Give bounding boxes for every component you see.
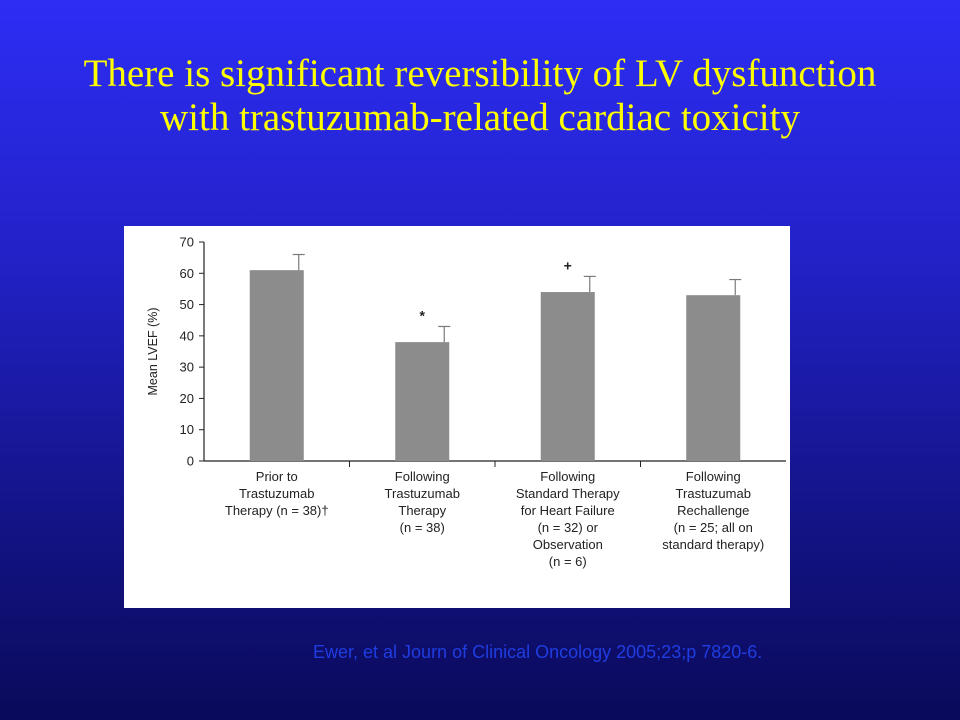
- slide-title: There is significant reversibility of LV…: [83, 52, 877, 139]
- y-tick-label: 10: [180, 422, 194, 437]
- y-tick-label: 30: [180, 360, 194, 375]
- y-tick-label: 50: [180, 297, 194, 312]
- category-label: Trastuzumab: [239, 486, 314, 501]
- bar: [249, 270, 304, 461]
- category-label: Prior to: [256, 469, 298, 484]
- category-label: Following: [395, 469, 450, 484]
- y-tick-label: 20: [180, 391, 194, 406]
- category-label: (n = 32) or: [538, 520, 599, 535]
- category-label: Standard Therapy: [516, 486, 620, 501]
- significance-marker: +: [564, 257, 572, 273]
- category-label: Observation: [533, 537, 603, 552]
- category-label: Therapy: [398, 503, 446, 518]
- category-label: for Heart Failure: [521, 503, 615, 518]
- bar-chart: 0 10 20 30 40 50 60 70 Mean LVEF (%) Prior to Tras…: [146, 235, 786, 569]
- category-label: Following: [540, 469, 595, 484]
- bar: [395, 342, 450, 461]
- category-label: Therapy (n = 38)†: [225, 503, 329, 518]
- category-label: Trastuzumab: [385, 486, 460, 501]
- y-tick-label: 40: [180, 328, 194, 343]
- citation: Ewer, et al Journ of Clinical Oncology 2…: [313, 642, 763, 662]
- category-label: Trastuzumab: [676, 486, 751, 501]
- significance-marker: *: [420, 307, 426, 323]
- category-label: (n = 6): [549, 554, 587, 569]
- y-tick-label: 0: [187, 454, 194, 469]
- y-tick-label: 70: [180, 235, 194, 250]
- y-tick-label: 60: [180, 266, 194, 281]
- y-axis-label: Mean LVEF (%): [146, 308, 160, 396]
- chart-panel: 0 10 20 30 40 50 60 70 Mean LVEF (%) Prior to Tras…: [124, 226, 790, 608]
- category-label: Following: [686, 469, 741, 484]
- bar: [686, 295, 741, 461]
- category-label: standard therapy): [662, 537, 764, 552]
- category-label: (n = 38): [400, 520, 445, 535]
- category-label: Rechallenge: [677, 503, 749, 518]
- bar: [540, 292, 595, 461]
- category-label: (n = 25; all on: [674, 520, 753, 535]
